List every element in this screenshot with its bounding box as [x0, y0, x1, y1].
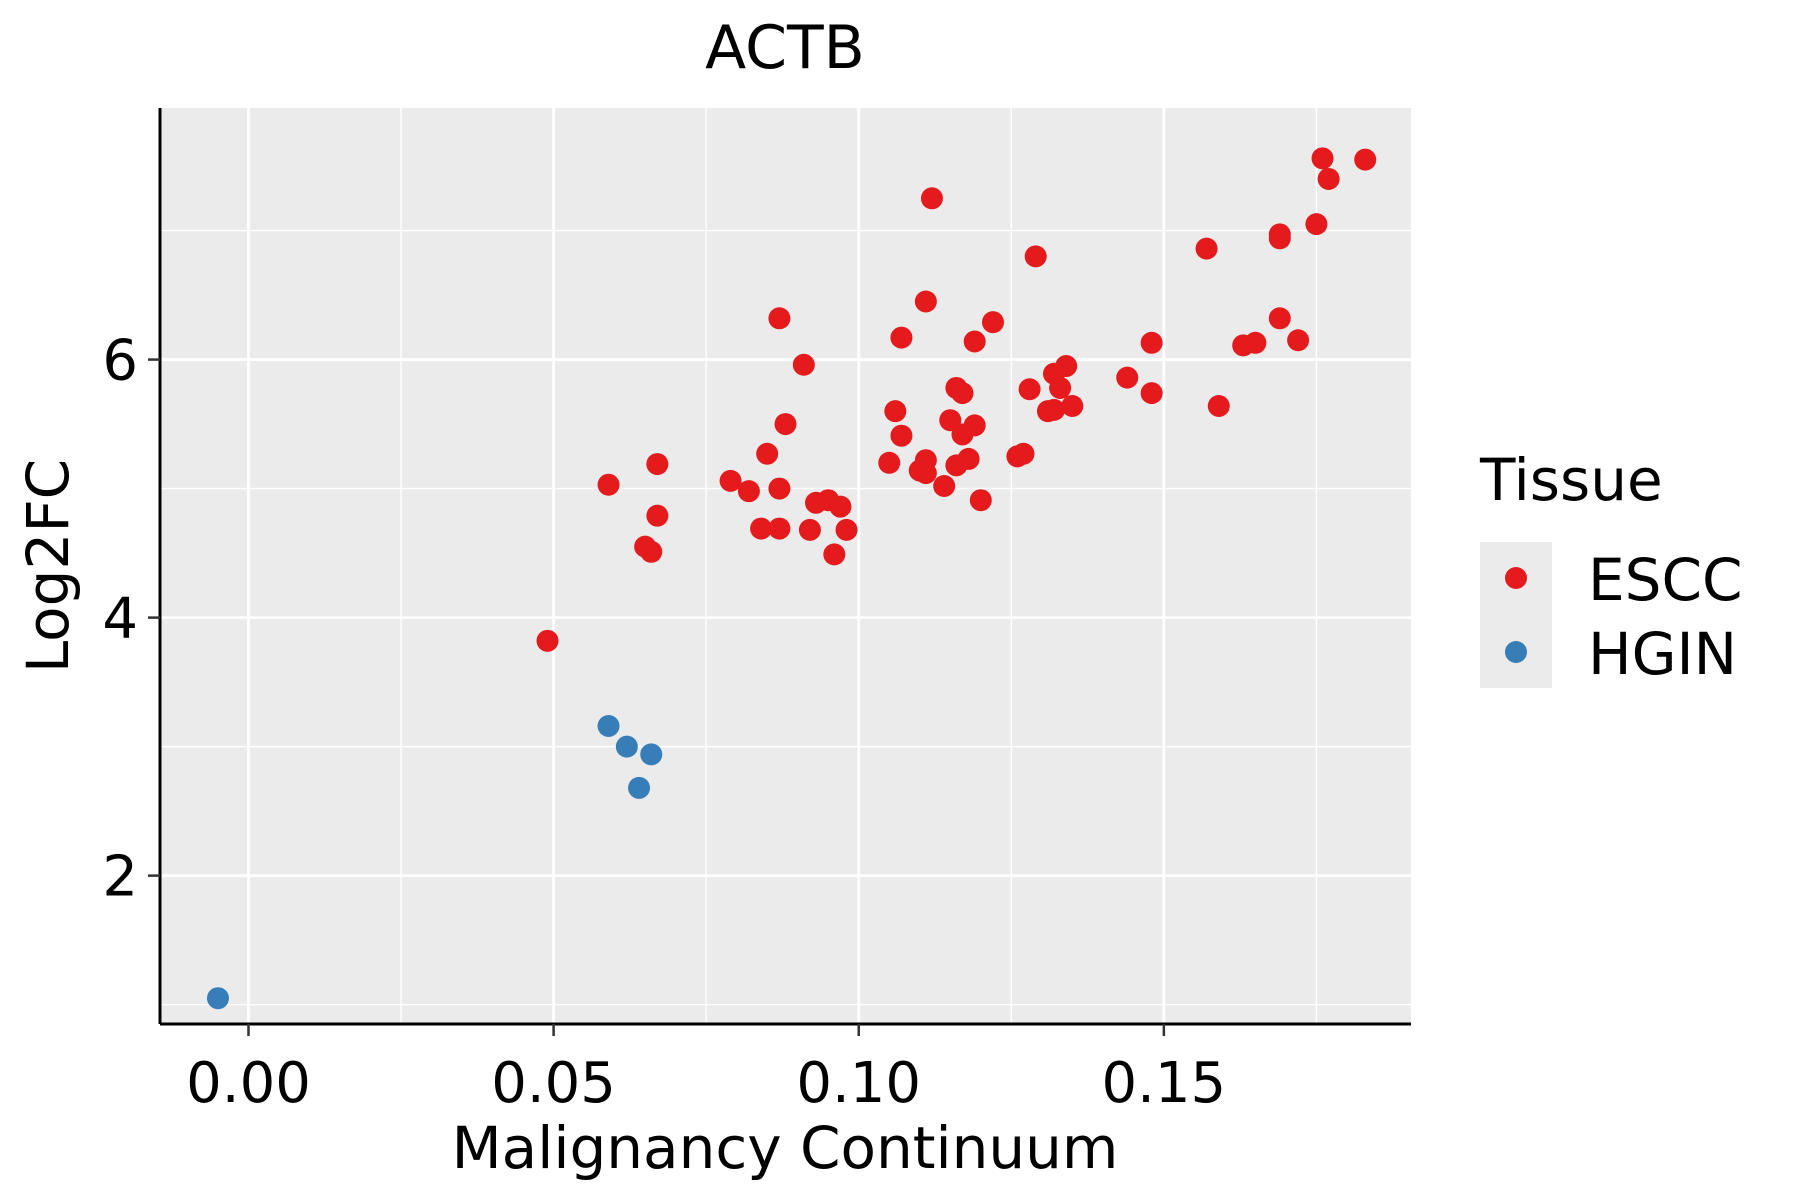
data-point-escc — [914, 290, 937, 313]
data-point-escc — [963, 330, 986, 353]
chart-title: ACTB — [705, 13, 865, 83]
data-point-escc — [719, 469, 742, 492]
data-point-hgin — [615, 735, 638, 758]
legend-label-hgin: HGIN — [1588, 620, 1737, 688]
data-point-escc — [1207, 395, 1230, 418]
data-point-escc — [750, 517, 773, 540]
data-point-escc — [1012, 442, 1035, 465]
data-point-escc — [536, 629, 559, 652]
legend-label-escc: ESCC — [1588, 546, 1742, 614]
data-point-escc — [829, 495, 852, 518]
data-point-escc — [646, 504, 669, 527]
data-point-escc — [798, 518, 821, 541]
data-point-hgin — [628, 776, 651, 799]
data-point-escc — [597, 473, 620, 496]
data-point-escc — [963, 414, 986, 437]
data-point-escc — [1195, 237, 1218, 260]
y-tick-label: 4 — [102, 587, 138, 652]
data-point-hgin — [597, 714, 620, 737]
x-axis-ticks: 0.00 0.05 0.10 0.15 — [186, 1024, 1226, 1116]
legend-title: Tissue — [1479, 446, 1663, 514]
data-point-escc — [1317, 167, 1340, 190]
x-tick-label: 0.15 — [1102, 1051, 1227, 1116]
data-point-escc — [884, 400, 907, 423]
data-point-escc — [1116, 366, 1139, 389]
data-point-escc — [920, 187, 943, 210]
data-point-escc — [914, 462, 937, 485]
data-point-escc — [1305, 213, 1328, 236]
data-point-escc — [1354, 148, 1377, 171]
data-point-escc — [640, 540, 663, 563]
data-point-escc — [890, 424, 913, 447]
data-point-escc — [1018, 378, 1041, 401]
data-point-escc — [768, 477, 791, 500]
legend-key-hgin — [1505, 641, 1527, 663]
data-point-escc — [768, 307, 791, 330]
data-point-escc — [756, 442, 779, 465]
y-axis-ticks: 2 4 6 — [102, 329, 160, 910]
data-point-escc — [981, 311, 1004, 334]
legend-key-escc — [1505, 567, 1527, 589]
data-point-escc — [646, 453, 669, 476]
y-axis-title: Log2FC — [14, 459, 82, 673]
data-point-escc — [1268, 307, 1291, 330]
data-point-escc — [1024, 245, 1047, 268]
data-point-escc — [1043, 398, 1066, 421]
data-point-escc — [1287, 329, 1310, 352]
data-point-escc — [835, 518, 858, 541]
data-point-escc — [1311, 147, 1334, 170]
data-point-escc — [1268, 227, 1291, 250]
data-point-escc — [1140, 382, 1163, 405]
data-point-escc — [768, 517, 791, 540]
data-point-escc — [957, 447, 980, 470]
data-point-escc — [1140, 331, 1163, 354]
data-point-hgin — [640, 743, 663, 766]
gridlines — [160, 108, 1411, 1024]
legend-key-background — [1480, 542, 1552, 688]
data-point-escc — [774, 413, 797, 436]
data-point-escc — [878, 451, 901, 474]
y-tick-label: 2 — [102, 845, 138, 910]
data-point-escc — [737, 480, 760, 503]
data-point-escc — [969, 489, 992, 512]
data-point-escc — [1244, 331, 1267, 354]
y-tick-label: 6 — [102, 329, 138, 394]
data-point-escc — [1055, 355, 1078, 378]
x-tick-label: 0.05 — [491, 1051, 616, 1116]
data-point-escc — [951, 382, 974, 405]
x-axis-title: Malignancy Continuum — [452, 1114, 1119, 1182]
data-point-hgin — [206, 987, 229, 1010]
data-points — [206, 147, 1377, 1010]
data-point-escc — [890, 326, 913, 349]
data-point-escc — [792, 353, 815, 376]
legend: Tissue ESCC HGIN — [1479, 446, 1742, 688]
plot-panel — [160, 108, 1411, 1024]
data-point-escc — [1061, 395, 1084, 418]
x-tick-label: 0.10 — [796, 1051, 921, 1116]
data-point-escc — [933, 475, 956, 498]
x-tick-label: 0.00 — [186, 1051, 311, 1116]
data-point-escc — [823, 543, 846, 566]
data-point-escc — [1049, 376, 1072, 399]
